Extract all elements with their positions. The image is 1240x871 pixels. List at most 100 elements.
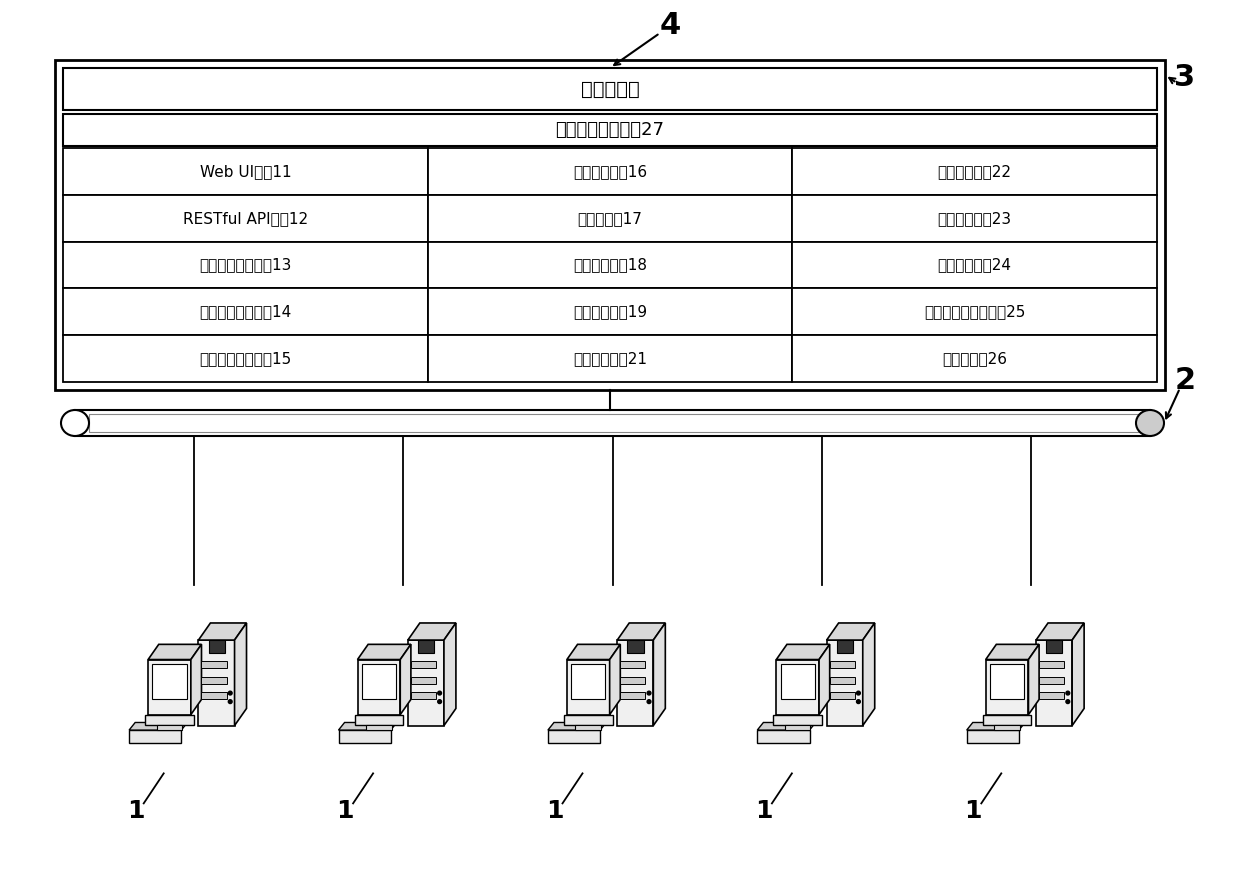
Polygon shape — [198, 640, 234, 726]
Bar — [74, 410, 1149, 436]
Text: RESTful API模块12: RESTful API模块12 — [182, 211, 308, 226]
Ellipse shape — [61, 410, 89, 436]
Text: 2: 2 — [1174, 366, 1195, 395]
Polygon shape — [408, 640, 444, 726]
Polygon shape — [627, 640, 644, 653]
Polygon shape — [339, 722, 397, 730]
Circle shape — [1066, 699, 1070, 704]
Bar — [620, 692, 645, 699]
Polygon shape — [827, 623, 874, 640]
Polygon shape — [567, 659, 610, 714]
Bar — [63, 68, 1157, 110]
Bar — [830, 677, 854, 684]
Polygon shape — [776, 659, 820, 714]
Polygon shape — [408, 623, 456, 640]
Bar — [55, 60, 1166, 390]
Polygon shape — [208, 640, 224, 653]
Polygon shape — [610, 645, 620, 714]
Polygon shape — [572, 664, 605, 699]
Bar — [830, 692, 854, 699]
Polygon shape — [148, 645, 201, 659]
Circle shape — [228, 699, 232, 704]
Bar — [63, 148, 428, 195]
Bar — [620, 661, 645, 668]
Circle shape — [228, 692, 232, 695]
Bar — [89, 414, 1149, 432]
Polygon shape — [837, 640, 853, 653]
Polygon shape — [366, 725, 392, 730]
Bar — [410, 661, 436, 668]
Ellipse shape — [1136, 410, 1164, 436]
Text: 4: 4 — [660, 10, 681, 39]
Bar — [428, 335, 792, 382]
Bar — [63, 335, 428, 382]
Polygon shape — [418, 640, 434, 653]
Text: 系统检测模块18: 系统检测模块18 — [573, 258, 647, 273]
Bar — [428, 241, 792, 288]
Bar — [1039, 661, 1064, 668]
Polygon shape — [983, 714, 1032, 725]
Bar — [1039, 692, 1064, 699]
Text: 时钟同步模块24: 时钟同步模块24 — [937, 258, 1012, 273]
Text: 状态检测模块19: 状态检测模块19 — [573, 304, 647, 320]
Polygon shape — [548, 722, 606, 730]
Bar — [830, 661, 854, 668]
Bar — [428, 288, 792, 335]
Bar — [428, 148, 792, 195]
Bar — [792, 288, 1157, 335]
Polygon shape — [444, 623, 456, 726]
Polygon shape — [785, 725, 811, 730]
Text: 系统事件日志模块14: 系统事件日志模块14 — [200, 304, 291, 320]
Bar — [201, 661, 227, 668]
Bar — [792, 335, 1157, 382]
Polygon shape — [967, 722, 1025, 730]
Text: 1: 1 — [965, 800, 982, 823]
Bar — [620, 677, 645, 684]
Bar — [63, 114, 1157, 146]
Text: 命令行模块26: 命令行模块26 — [942, 351, 1007, 366]
Polygon shape — [820, 645, 830, 714]
Polygon shape — [863, 623, 874, 726]
Text: 电源状态管理模块15: 电源状态管理模块15 — [200, 351, 291, 366]
Bar — [792, 148, 1157, 195]
Polygon shape — [234, 623, 247, 726]
Circle shape — [857, 699, 861, 704]
Polygon shape — [967, 730, 1019, 743]
Circle shape — [647, 692, 651, 695]
Polygon shape — [567, 645, 620, 659]
Polygon shape — [653, 623, 666, 726]
Polygon shape — [1037, 623, 1084, 640]
Polygon shape — [758, 722, 816, 730]
Polygon shape — [1073, 623, 1084, 726]
Circle shape — [438, 692, 441, 695]
Polygon shape — [191, 645, 201, 714]
Text: 服务器功耗控制模块25: 服务器功耗控制模块25 — [924, 304, 1025, 320]
Text: 1: 1 — [126, 800, 144, 823]
Polygon shape — [1037, 640, 1073, 726]
Text: 3: 3 — [1174, 64, 1195, 92]
Polygon shape — [357, 659, 401, 714]
Text: 1: 1 — [336, 800, 353, 823]
Polygon shape — [339, 730, 391, 743]
Bar — [201, 692, 227, 699]
Text: Web UI模块11: Web UI模块11 — [200, 164, 291, 179]
Polygon shape — [986, 659, 1028, 714]
Bar — [63, 195, 428, 241]
Polygon shape — [153, 664, 186, 699]
Polygon shape — [564, 714, 613, 725]
Text: 数据交换管理模块27: 数据交换管理模块27 — [556, 121, 665, 139]
Circle shape — [438, 699, 441, 704]
Polygon shape — [618, 623, 666, 640]
Polygon shape — [357, 645, 410, 659]
Polygon shape — [1028, 645, 1039, 714]
Polygon shape — [774, 714, 822, 725]
Polygon shape — [362, 664, 396, 699]
Text: 1: 1 — [755, 800, 773, 823]
Polygon shape — [986, 645, 1039, 659]
Text: 数据交换机: 数据交换机 — [580, 79, 640, 98]
Bar — [63, 288, 428, 335]
Text: 自修复模块17: 自修复模块17 — [578, 211, 642, 226]
Polygon shape — [827, 640, 863, 726]
Circle shape — [1066, 692, 1070, 695]
Bar — [792, 195, 1157, 241]
